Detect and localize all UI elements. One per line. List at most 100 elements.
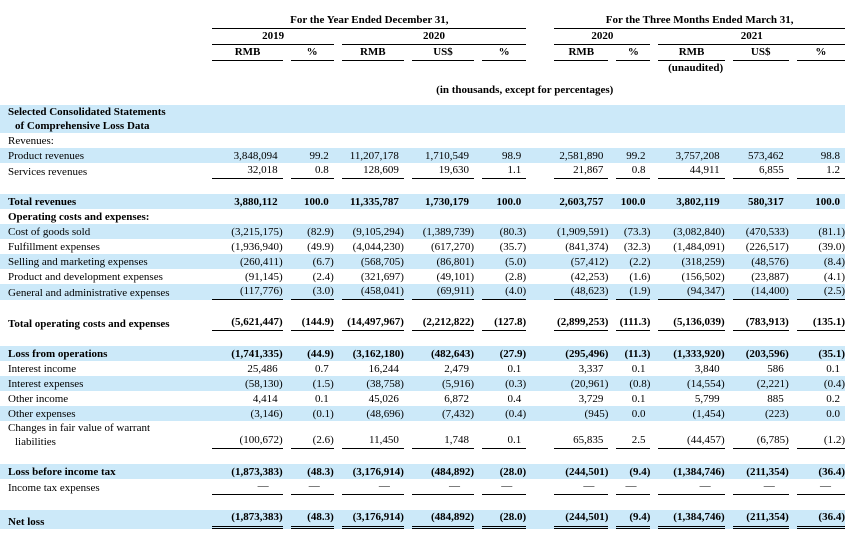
value-cell: (484,892) — [430, 466, 475, 478]
table-row: Loss from operations (1,741,335) (44.9) (3,… — [0, 346, 845, 361]
value-cell: 45,026 — [368, 393, 399, 405]
value-cell: 3,848,094 — [233, 150, 278, 162]
value-cell: (1.5) — [312, 378, 334, 390]
quarter-group-label: For the Three Months Ended March 31, — [554, 13, 845, 29]
value-cell: 0.0 — [631, 408, 646, 420]
column-gap — [526, 391, 546, 406]
value-cell: 0.0 — [826, 408, 840, 420]
value-cell — [725, 133, 789, 148]
label-column-spacer — [0, 61, 204, 75]
value-cell: (4.1) — [823, 271, 845, 283]
value-cell: (6.7) — [312, 256, 334, 268]
table-row: Selling and marketing expenses (260,411) (… — [0, 254, 845, 269]
value-cell: (1,936,940) — [231, 241, 283, 253]
column-gap — [526, 284, 546, 300]
unit-header-rmb: RMB — [546, 45, 609, 61]
value-cell: 100.0 — [815, 196, 840, 208]
header-quarter-2020: 2020 — [546, 29, 651, 45]
value-cell: 25,486 — [247, 363, 278, 375]
value-cell: (111.3) — [608, 315, 651, 331]
row-label: Product and development expenses — [8, 271, 163, 283]
value-cell: 100.0 — [620, 196, 646, 208]
value-cell: 19,630 — [404, 163, 475, 179]
spacer-cell — [0, 300, 845, 315]
unit-label: RMB — [554, 45, 609, 61]
value-cell: (223) — [764, 408, 789, 420]
unit-header-pct: % — [474, 45, 527, 61]
column-gap — [526, 224, 546, 239]
value-cell: (73.3) — [623, 226, 651, 238]
spacer-cell — [0, 495, 845, 510]
value-cell: (568,705) — [360, 256, 404, 268]
value-cell: (2,212,822) — [404, 315, 475, 331]
value-cell: (48.3) — [283, 510, 334, 529]
value-cell: (127.8) — [474, 315, 527, 331]
value-cell: (5.0) — [505, 256, 527, 268]
unit-header-pct: % — [608, 45, 651, 61]
value-cell: (244,501) — [565, 466, 609, 478]
value-cell: (14,554) — [687, 378, 725, 390]
table-row: Fulfillment expenses (1,936,940) (49.9) (4,… — [0, 239, 845, 254]
value-cell: (0.4) — [505, 408, 527, 420]
row-label: Cost of goods sold — [8, 226, 91, 238]
column-gap — [526, 148, 546, 163]
value-cell: (3,162,180) — [352, 348, 404, 360]
column-gap — [526, 209, 546, 224]
value-cell: (211,354) — [746, 466, 789, 478]
value-cell: (1,333,920) — [673, 348, 725, 360]
value-cell: (1.6) — [629, 271, 651, 283]
value-cell: 0.1 — [507, 363, 522, 375]
row-label: Product revenues — [8, 150, 85, 162]
row-label: Loss before income tax — [8, 466, 116, 478]
unit-header-rmb: RMB — [334, 45, 404, 61]
value-cell: (36.4) — [818, 466, 845, 478]
value-cell: 99.2 — [309, 150, 329, 162]
value-cell: (3,146) — [250, 408, 283, 420]
row-label: Total operating costs and expenses — [8, 318, 170, 330]
row-label: General and administrative expenses — [8, 287, 170, 299]
header-group-quarter: For the Three Months Ended March 31, — [546, 13, 845, 29]
value-cell — [650, 133, 724, 148]
value-cell — [283, 133, 334, 148]
value-cell — [650, 209, 724, 224]
value-cell: 16,244 — [368, 363, 399, 375]
value-cell: 100.0 — [496, 196, 522, 208]
unaudited-row: (unaudited) — [0, 61, 845, 75]
value-cell: 586 — [767, 363, 784, 375]
column-gap — [526, 194, 546, 209]
value-cell: (49,101) — [436, 271, 475, 283]
unit-label: % — [616, 45, 651, 61]
value-cell: 885 — [767, 393, 784, 405]
row-label: Revenues: — [8, 135, 54, 147]
value-cell: (3,176,914) — [352, 466, 404, 478]
value-cell: — — [789, 479, 845, 495]
value-cell: (48,696) — [366, 408, 404, 420]
spacer-cell — [0, 179, 845, 194]
value-cell: 1.1 — [474, 163, 527, 179]
row-label: Other income — [8, 393, 69, 405]
column-gap — [526, 406, 546, 421]
value-cell: (4,044,230) — [352, 241, 404, 253]
value-cell: (14,400) — [725, 284, 789, 300]
spacer-row — [0, 449, 845, 464]
table-row: Loss before income tax (1,873,383) (48.3) (… — [0, 464, 845, 479]
value-cell: 3,802,119 — [676, 196, 720, 208]
value-cell — [334, 133, 404, 148]
value-cell: (1.2) — [789, 421, 845, 449]
value-cell: (44.9) — [307, 348, 334, 360]
value-cell: 3,729 — [578, 393, 604, 405]
value-cell: (7,432) — [441, 408, 475, 420]
value-cell — [789, 133, 845, 148]
value-cell: (48,576) — [751, 256, 789, 268]
table-row: Total operating costs and expenses (5,621… — [0, 315, 845, 331]
unit-label: RMB — [212, 45, 283, 61]
value-cell: (841,374) — [565, 241, 609, 253]
value-cell: (57,412) — [570, 256, 609, 268]
value-cell: (2.2) — [629, 256, 651, 268]
value-cell: 128,609 — [334, 163, 404, 179]
value-cell: 3,880,112 — [234, 196, 278, 208]
row-label: Operating costs and expenses: — [8, 211, 150, 223]
value-cell: (470,533) — [745, 226, 789, 238]
column-gap — [526, 315, 546, 331]
